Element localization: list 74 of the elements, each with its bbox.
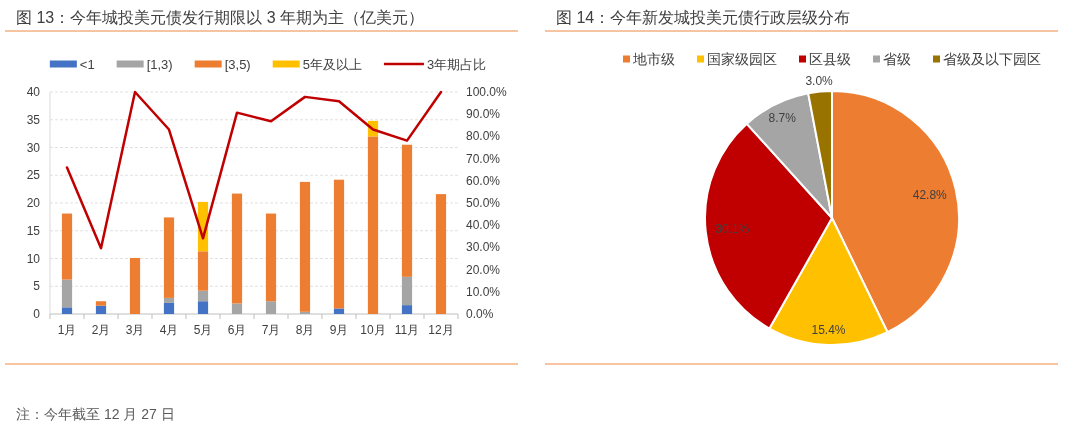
y-tick-label: 10 bbox=[26, 251, 41, 266]
y2-tick-label: 80.0% bbox=[466, 129, 501, 144]
bar bbox=[61, 279, 73, 308]
legend-label: 省级 bbox=[883, 51, 911, 67]
legend-label: [3,5) bbox=[224, 57, 251, 72]
bar bbox=[265, 301, 277, 314]
bar bbox=[163, 217, 175, 298]
y2-tick-label: 50.0% bbox=[466, 196, 501, 210]
y2-tick-label: 70.0% bbox=[466, 151, 501, 166]
bar bbox=[197, 290, 209, 302]
y-tick-label: 30 bbox=[26, 140, 41, 155]
bar bbox=[265, 213, 277, 302]
y-tick-label: 40 bbox=[26, 85, 41, 99]
bar bbox=[95, 305, 107, 314]
y-tick-label: 35 bbox=[26, 112, 41, 127]
legend-label: 3年期占比 bbox=[426, 57, 487, 72]
bar bbox=[367, 136, 379, 314]
bar bbox=[163, 302, 175, 314]
bar bbox=[401, 305, 413, 314]
legend-label: <1 bbox=[79, 57, 95, 72]
x-tick-label: 9月 bbox=[329, 323, 349, 337]
legend-label: 区县级 bbox=[809, 51, 851, 67]
text: 注：今年截至 12 月 27 日 bbox=[16, 406, 175, 422]
y-tick-label: 5 bbox=[33, 279, 41, 294]
bar bbox=[435, 194, 447, 314]
bar bbox=[129, 257, 141, 314]
x-tick-label: 6月 bbox=[227, 323, 247, 337]
y-tick-label: 15 bbox=[26, 223, 41, 238]
x-tick-label: 3月 bbox=[125, 323, 145, 337]
legend-label: 5年及以上 bbox=[302, 57, 362, 72]
bar bbox=[197, 301, 209, 314]
x-tick-label: 12月 bbox=[428, 323, 454, 337]
bar bbox=[61, 307, 73, 314]
legend-label: 省级及以下园区 bbox=[943, 51, 1041, 67]
y2-tick-label: 90.0% bbox=[466, 107, 501, 122]
bar bbox=[95, 301, 107, 306]
bar bbox=[333, 308, 345, 314]
data-label: 3.0% bbox=[805, 74, 834, 89]
x-tick-label: 8月 bbox=[295, 323, 315, 337]
y2-tick-label: 10.0% bbox=[466, 284, 501, 299]
bar bbox=[231, 193, 243, 304]
y-tick-label: 20 bbox=[26, 196, 41, 210]
bar bbox=[333, 179, 345, 309]
y-tick-label: 25 bbox=[26, 168, 41, 183]
bar bbox=[231, 303, 243, 314]
data-label: 30.1% bbox=[715, 222, 750, 237]
y2-tick-label: 100.0% bbox=[466, 85, 508, 99]
bar bbox=[299, 181, 311, 312]
bar bbox=[197, 251, 209, 291]
x-tick-label: 2月 bbox=[91, 323, 111, 337]
bar bbox=[163, 297, 175, 303]
data-label: 42.8% bbox=[912, 188, 948, 203]
x-tick-label: 1月 bbox=[57, 323, 77, 337]
y2-tick-label: 30.0% bbox=[466, 240, 501, 255]
bar bbox=[401, 144, 413, 277]
chart-title: 图 14：今年新发城投美元债行政层级分布 bbox=[556, 9, 851, 26]
x-tick-label: 5月 bbox=[193, 323, 213, 337]
y2-tick-label: 20.0% bbox=[466, 262, 501, 277]
x-tick-label: 4月 bbox=[159, 323, 179, 337]
chart-title: 图 13：今年城投美元债发行期限以 3 年期为主（亿美元） bbox=[16, 9, 425, 26]
y2-tick-label: 40.0% bbox=[466, 218, 501, 233]
bar bbox=[61, 213, 73, 280]
legend-label: 地市级 bbox=[632, 51, 675, 67]
x-tick-label: 10月 bbox=[360, 323, 386, 337]
y-tick-label: 0 bbox=[33, 307, 41, 321]
legend-label: [1,3) bbox=[146, 57, 173, 72]
y2-tick-label: 0.0% bbox=[466, 307, 494, 321]
y2-tick-label: 60.0% bbox=[466, 173, 501, 188]
data-label: 15.4% bbox=[811, 322, 846, 337]
bar bbox=[401, 276, 413, 306]
legend-label: 国家级园区 bbox=[707, 51, 777, 67]
data-label: 8.7% bbox=[768, 110, 797, 125]
x-tick-label: 7月 bbox=[261, 323, 281, 337]
x-tick-label: 11月 bbox=[394, 323, 420, 337]
